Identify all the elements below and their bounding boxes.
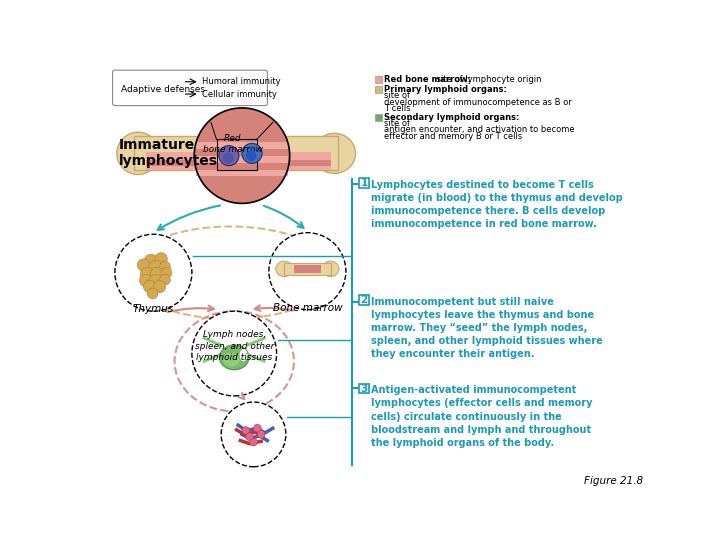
Text: Bone marrow: Bone marrow [273, 303, 342, 313]
Ellipse shape [322, 261, 339, 276]
Circle shape [140, 267, 154, 281]
Ellipse shape [240, 349, 248, 361]
Bar [196, 156, 288, 163]
Circle shape [149, 260, 163, 274]
FancyBboxPatch shape [359, 295, 369, 305]
Circle shape [246, 433, 253, 441]
Circle shape [148, 288, 158, 299]
Circle shape [150, 267, 164, 281]
Bar [375, 86, 382, 93]
FancyBboxPatch shape [359, 384, 369, 393]
Circle shape [222, 153, 233, 164]
Circle shape [242, 143, 262, 164]
Text: Red
bone marrow: Red bone marrow [203, 134, 263, 153]
Bar [134, 137, 338, 170]
Text: development of immunocompetence as B or: development of immunocompetence as B or [384, 98, 572, 106]
Circle shape [194, 108, 289, 204]
Ellipse shape [313, 133, 356, 173]
Text: Lymphocytes destined to become T cells
migrate (in blood) to the thymus and deve: Lymphocytes destined to become T cells m… [372, 179, 623, 229]
Text: Secondary lymphoid organs:: Secondary lymphoid organs: [384, 113, 520, 122]
Bar [145, 155, 330, 167]
Text: 1: 1 [361, 178, 368, 188]
Ellipse shape [220, 345, 249, 370]
Bar [145, 152, 330, 159]
Bar [196, 163, 288, 170]
Text: Lymph nodes,
spleen, and other
lymphoid tissues: Lymph nodes, spleen, and other lymphoid … [194, 330, 274, 362]
Circle shape [149, 274, 163, 288]
Bar [284, 262, 330, 275]
Text: antigen encounter, and activation to become: antigen encounter, and activation to bec… [384, 125, 575, 134]
Text: site of: site of [384, 119, 410, 128]
Bar [196, 142, 288, 149]
Text: Primary lymphoid organs:: Primary lymphoid organs: [384, 85, 508, 94]
Circle shape [155, 253, 167, 265]
Ellipse shape [222, 353, 240, 367]
Text: 3: 3 [361, 383, 368, 394]
Bar [375, 114, 382, 121]
Ellipse shape [117, 132, 159, 174]
Circle shape [153, 280, 166, 293]
Circle shape [221, 402, 286, 467]
Bar [294, 265, 321, 273]
Text: Cellular immunity: Cellular immunity [202, 90, 276, 99]
Circle shape [144, 254, 158, 268]
Text: 2: 2 [361, 295, 368, 305]
Text: T cells: T cells [384, 104, 411, 113]
Circle shape [138, 259, 150, 271]
Text: site of lymphocyte origin: site of lymphocyte origin [433, 75, 541, 84]
Ellipse shape [276, 261, 293, 276]
Circle shape [250, 438, 257, 446]
Circle shape [115, 234, 192, 311]
FancyBboxPatch shape [359, 178, 369, 187]
Bar [196, 148, 288, 156]
Circle shape [242, 427, 250, 434]
Circle shape [160, 274, 171, 285]
Text: Immature
lymphocytes: Immature lymphocytes [119, 138, 217, 168]
FancyBboxPatch shape [112, 70, 267, 106]
Circle shape [160, 261, 171, 272]
Text: Thymus: Thymus [132, 304, 174, 314]
Text: effector and memory B or T cells: effector and memory B or T cells [384, 132, 523, 140]
Circle shape [219, 146, 239, 166]
Circle shape [143, 280, 156, 293]
Circle shape [161, 267, 172, 278]
Circle shape [246, 150, 256, 161]
Text: Adaptive defenses: Adaptive defenses [121, 85, 205, 94]
Circle shape [253, 424, 261, 432]
Circle shape [257, 430, 265, 438]
Circle shape [269, 233, 346, 309]
Bar [217, 139, 256, 170]
Bar [145, 166, 330, 170]
Bar [375, 76, 382, 83]
Circle shape [192, 311, 276, 396]
Text: Immunocompetent but still naive
lymphocytes leave the thymus and bone
marrow. Th: Immunocompetent but still naive lymphocy… [372, 296, 603, 360]
Circle shape [140, 274, 152, 287]
Text: Humoral immunity: Humoral immunity [202, 77, 281, 86]
Text: Figure 21.8: Figure 21.8 [584, 476, 643, 486]
Bar [196, 170, 288, 177]
Text: Antigen-activated immunocompetent
lymphocytes (effector cells and memory
cells) : Antigen-activated immunocompetent lympho… [372, 385, 593, 448]
Text: Red bone marrow:: Red bone marrow: [384, 75, 472, 84]
Text: site of: site of [384, 91, 410, 100]
